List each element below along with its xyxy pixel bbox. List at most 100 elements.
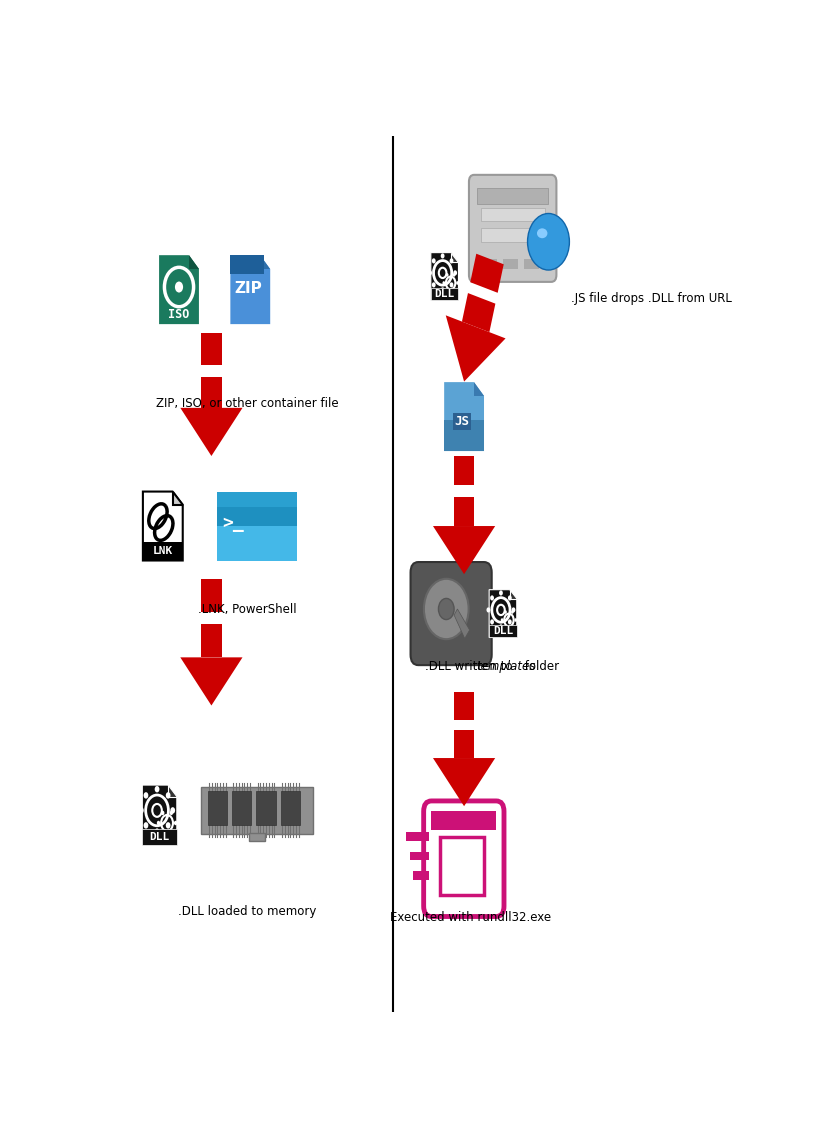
Bar: [217, 491, 297, 507]
Circle shape: [511, 626, 513, 630]
Bar: [481, 229, 544, 242]
Polygon shape: [231, 255, 270, 324]
Text: .DLL loaded to memory: .DLL loaded to memory: [178, 905, 316, 918]
FancyBboxPatch shape: [469, 175, 557, 282]
Polygon shape: [143, 491, 183, 561]
Circle shape: [504, 626, 507, 630]
Polygon shape: [172, 491, 183, 505]
Polygon shape: [142, 785, 177, 845]
Bar: [201, 333, 222, 365]
Circle shape: [446, 273, 449, 276]
Text: DLL: DLL: [493, 626, 513, 636]
Circle shape: [170, 811, 173, 815]
Polygon shape: [444, 382, 484, 451]
Bar: [217, 491, 297, 561]
Circle shape: [428, 271, 432, 275]
Circle shape: [508, 620, 512, 624]
Bar: [201, 624, 222, 657]
Bar: [454, 730, 475, 758]
Bar: [454, 456, 475, 485]
Bar: [281, 791, 300, 825]
Circle shape: [161, 831, 165, 836]
Polygon shape: [446, 315, 506, 382]
Circle shape: [487, 607, 490, 613]
Bar: [410, 852, 430, 860]
Circle shape: [174, 821, 177, 825]
Circle shape: [155, 829, 160, 835]
Polygon shape: [510, 590, 517, 599]
Text: >_: >_: [222, 514, 244, 532]
Text: LNK: LNK: [153, 546, 173, 556]
Bar: [431, 812, 497, 830]
Polygon shape: [168, 785, 177, 797]
Circle shape: [166, 822, 171, 829]
Text: DLL: DLL: [150, 832, 170, 841]
Circle shape: [144, 792, 148, 798]
Circle shape: [157, 821, 161, 825]
Circle shape: [453, 271, 457, 275]
Text: ISO: ISO: [168, 308, 190, 322]
Polygon shape: [159, 255, 199, 324]
Bar: [143, 542, 183, 561]
Ellipse shape: [537, 229, 548, 239]
Bar: [454, 692, 475, 720]
FancyBboxPatch shape: [249, 833, 264, 840]
Bar: [207, 791, 227, 825]
Circle shape: [450, 282, 453, 288]
Polygon shape: [181, 657, 242, 705]
Polygon shape: [433, 758, 495, 806]
Circle shape: [453, 289, 456, 292]
Circle shape: [508, 596, 512, 600]
Bar: [406, 832, 430, 840]
Text: ZIP: ZIP: [235, 281, 263, 296]
Polygon shape: [260, 255, 270, 269]
Circle shape: [504, 611, 507, 614]
Bar: [489, 624, 517, 638]
Bar: [217, 526, 297, 561]
Circle shape: [441, 288, 445, 292]
Polygon shape: [489, 590, 517, 638]
Circle shape: [432, 282, 436, 288]
Circle shape: [155, 786, 160, 792]
Circle shape: [528, 214, 569, 271]
Bar: [481, 208, 544, 221]
Bar: [201, 376, 222, 408]
Polygon shape: [431, 252, 458, 300]
Polygon shape: [451, 252, 458, 263]
Circle shape: [175, 282, 183, 292]
Polygon shape: [462, 293, 496, 332]
FancyBboxPatch shape: [440, 837, 484, 895]
Text: .LNK, PowerShell: .LNK, PowerShell: [198, 603, 296, 616]
Circle shape: [499, 590, 502, 596]
Text: folder: folder: [522, 659, 559, 673]
Bar: [142, 829, 177, 845]
Polygon shape: [433, 526, 495, 574]
Circle shape: [456, 281, 459, 284]
Polygon shape: [181, 408, 242, 456]
Bar: [444, 420, 484, 451]
Bar: [413, 871, 430, 880]
Polygon shape: [454, 609, 470, 639]
Circle shape: [450, 258, 453, 264]
Bar: [503, 258, 517, 269]
Circle shape: [441, 254, 445, 258]
Polygon shape: [474, 382, 484, 396]
Circle shape: [166, 792, 171, 798]
Bar: [482, 258, 497, 269]
Circle shape: [446, 289, 449, 292]
Bar: [257, 791, 276, 825]
Text: templates: templates: [477, 659, 536, 673]
Bar: [524, 258, 538, 269]
Text: ZIP, ISO, or other container file: ZIP, ISO, or other container file: [155, 397, 339, 410]
FancyBboxPatch shape: [424, 800, 504, 916]
Circle shape: [139, 807, 144, 814]
Circle shape: [512, 607, 516, 613]
FancyBboxPatch shape: [410, 562, 492, 665]
Bar: [232, 791, 252, 825]
Bar: [201, 579, 222, 612]
Text: .JS file drops .DLL from URL: .JS file drops .DLL from URL: [571, 292, 732, 305]
Text: JS: JS: [455, 415, 470, 429]
Bar: [431, 288, 458, 300]
Circle shape: [501, 619, 503, 622]
Circle shape: [171, 807, 175, 814]
